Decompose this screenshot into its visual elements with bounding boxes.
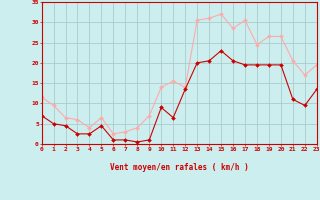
X-axis label: Vent moyen/en rafales ( km/h ): Vent moyen/en rafales ( km/h )	[110, 163, 249, 172]
